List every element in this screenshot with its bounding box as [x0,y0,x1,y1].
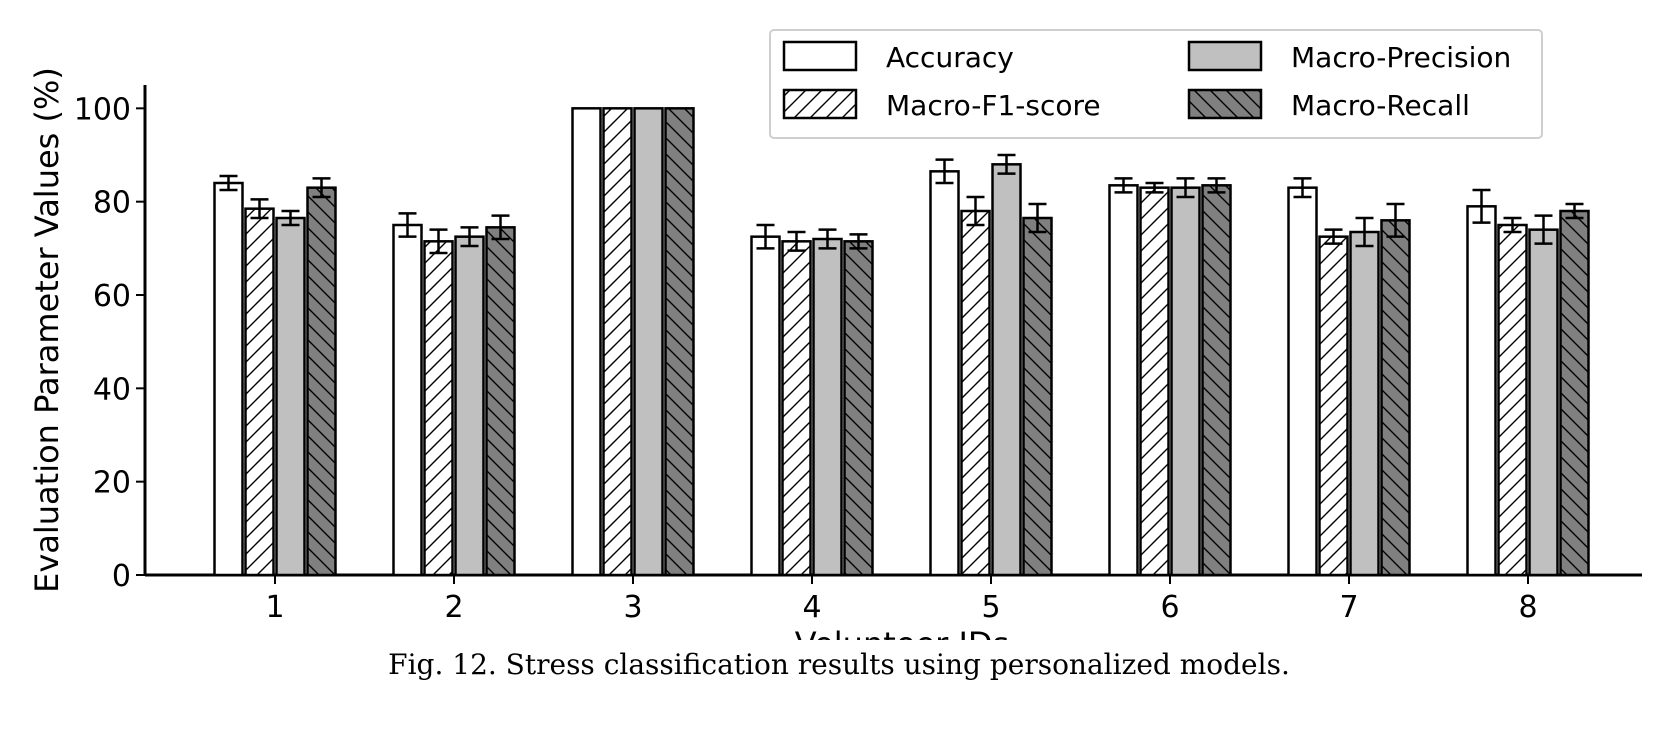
bar-accuracy [393,225,422,575]
legend-swatch-outline-macro-precision [1187,40,1263,72]
x-tick-label: 7 [1339,590,1358,625]
x-tick-label: 4 [802,590,821,625]
bar-accuracy [751,236,780,575]
legend-swatch-accuracy [784,42,856,70]
legend-label-accuracy: Accuracy [886,41,1014,74]
bar-hatch-macro-f1-score [961,211,990,575]
legend-frame [769,29,1543,139]
bar-hatch-macro-f1-score [424,241,453,576]
y-tick-label: 0 [112,559,131,594]
y-axis-label: Evaluation Parameter Values (%) [28,67,66,593]
legend-swatch-hatch-macro-recall [1189,90,1261,118]
bar-hatch-macro-f1-score [1498,225,1527,575]
bar-outline-macro-recall [664,107,695,577]
bar-hatch-macro-f1-score [603,108,632,575]
bar-hatch-macro-f1-score [782,241,811,576]
bar-hatch-macro-f1-score [1319,236,1348,575]
bar-accuracy [930,171,959,576]
bar-accuracy [572,108,601,575]
bar-hatch-macro-recall [1381,220,1410,576]
bar-outline-accuracy [571,107,602,577]
y-tick-label: 20 [93,466,131,501]
bar-outline-macro-f1-score [602,107,633,577]
bar-macro-precision [813,239,842,575]
bar-accuracy [1109,185,1138,576]
bar-hatch-macro-recall [1023,218,1052,575]
legend-label-macro-f1-score: Macro-F1-score [886,89,1101,122]
bar-macro-precision [992,164,1021,576]
bar-hatch-macro-f1-score [245,208,274,575]
plot-area: 0 20 40 60 80 100 1 2 3 4 5 6 7 8 [74,85,1642,625]
bar-accuracy [1467,206,1496,576]
bar-outline-macro-precision [633,107,664,577]
legend-swatch-outline-macro-f1-score [782,88,858,120]
legend-swatch-hatch-macro-f1-score [784,90,856,118]
bar-hatch-macro-recall [1202,185,1231,576]
bar-macro-precision [634,108,663,575]
legend-swatch-macro-precision [1189,42,1261,70]
legend-swatch-outline-accuracy [782,40,858,72]
legend: Accuracy Macro-F1-score Macro-Precision Mac… [769,29,1543,139]
y-tick-label: 100 [74,92,131,127]
bar-macro-precision [1350,232,1379,575]
bar-macro-precision [1529,229,1558,575]
x-tick-label: 6 [1160,590,1179,625]
bar-chart: 0 20 40 60 80 100 1 2 3 4 5 6 7 8 Accuracy Macro-F1-sc… [28,29,1642,640]
bar-hatch-macro-f1-score [1140,187,1169,575]
x-tick-label: 2 [444,590,463,625]
x-axis-label: Volunteer IDs [795,625,1009,640]
legend-label-macro-precision: Macro-Precision [1291,41,1511,74]
x-tick-label: 8 [1518,590,1537,625]
bar-accuracy [214,183,243,575]
x-tick-label: 5 [981,590,1000,625]
bar-hatch-macro-recall [307,187,336,575]
bar-hatch-macro-recall [844,241,873,576]
bar-macro-precision [455,236,484,575]
bar-hatch-macro-recall [486,227,515,576]
x-tick-label: 1 [265,590,284,625]
y-tick-label: 40 [93,372,131,407]
x-tick-label: 3 [623,590,642,625]
legend-label-macro-recall: Macro-Recall [1291,89,1470,122]
legend-swatch-outline-macro-recall [1187,88,1263,120]
bar-macro-precision [276,218,305,575]
bar-hatch-macro-recall [1560,211,1589,575]
bar-hatch-macro-recall [665,108,694,575]
bar-macro-precision [1171,187,1200,575]
y-tick-label: 60 [93,279,131,314]
bar-accuracy [1288,187,1317,575]
y-tick-label: 80 [93,186,131,221]
figure-caption: Fig. 12. Stress classification results u… [388,648,1290,681]
